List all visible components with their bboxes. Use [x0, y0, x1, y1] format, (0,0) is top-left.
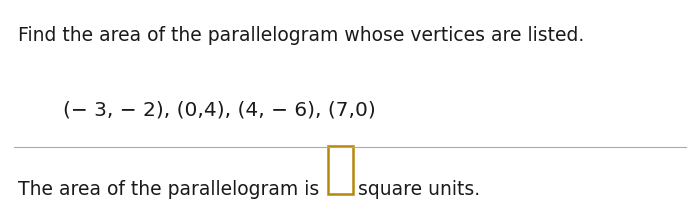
- Text: The area of the parallelogram is: The area of the parallelogram is: [18, 180, 325, 199]
- Text: (− 3, − 2), (0,4), (4, − 6), (7,0): (− 3, − 2), (0,4), (4, − 6), (7,0): [63, 101, 376, 120]
- Bar: [328, 146, 354, 194]
- Text: square units.: square units.: [358, 180, 480, 199]
- Text: Find the area of the parallelogram whose vertices are listed.: Find the area of the parallelogram whose…: [18, 26, 584, 45]
- Text: The area of the parallelogram is: The area of the parallelogram is: [18, 180, 325, 199]
